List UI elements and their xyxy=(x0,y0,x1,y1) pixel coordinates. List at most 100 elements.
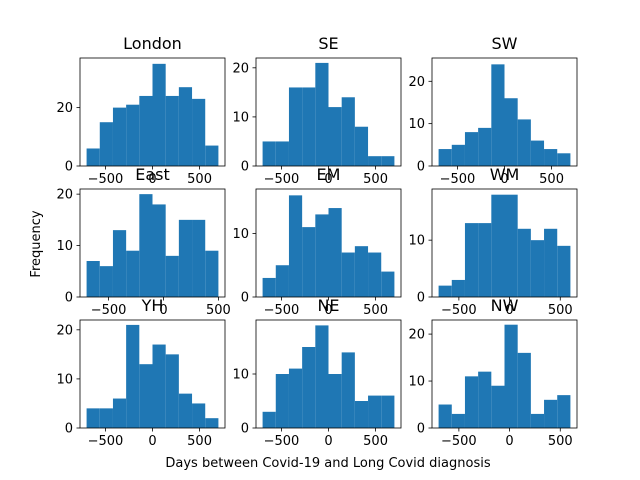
histogram-bar xyxy=(315,325,329,428)
x-tick-label: 0 xyxy=(500,172,508,187)
histogram-bar xyxy=(504,194,518,297)
histogram-bar xyxy=(464,132,479,166)
x-tick-label: 0 xyxy=(148,172,156,187)
x-tick-label: −500 xyxy=(91,303,127,318)
x-tick-label: −500 xyxy=(88,172,124,187)
histogram-bar xyxy=(126,250,140,297)
y-tick-label: 10 xyxy=(232,368,249,383)
subplot-nw: −500 0 500 0 10 20 NW xyxy=(408,296,578,449)
histogram-bar xyxy=(86,148,100,166)
subplot-title: East xyxy=(135,165,170,184)
histogram-bar xyxy=(491,194,505,297)
x-tick-label: 500 xyxy=(187,434,212,449)
histogram-bar xyxy=(557,245,571,297)
x-tick-label: 0 xyxy=(505,434,513,449)
histogram-bar xyxy=(544,399,558,428)
histogram-bar xyxy=(557,395,571,428)
histogram-bar xyxy=(178,87,193,166)
subplot-ne: −500 0 500 0 10 NE xyxy=(232,296,402,449)
subplot-title: SW xyxy=(492,34,518,53)
y-tick-label: 10 xyxy=(408,117,425,132)
histogram-bar xyxy=(302,87,316,166)
histogram-bar xyxy=(491,64,505,166)
histogram-bar xyxy=(491,385,505,428)
histogram-bar xyxy=(288,87,303,166)
x-tick-label: −500 xyxy=(441,434,477,449)
x-tick-label: 0 xyxy=(148,434,156,449)
histogram-bar xyxy=(328,208,342,297)
histogram-bar xyxy=(112,230,127,297)
histogram-bar xyxy=(517,352,531,428)
histogram-bar xyxy=(328,374,342,428)
histogram-bar xyxy=(354,401,369,428)
x-tick-label: 500 xyxy=(548,303,573,318)
x-tick-label: −500 xyxy=(441,303,477,318)
histogram-bar xyxy=(112,398,127,428)
x-tick-label: −500 xyxy=(264,172,300,187)
subplot-panels: −500 0 500 0 20 London −500 0 500 0 10 20 SE −500 0 500… xyxy=(56,34,578,449)
histogram-bar xyxy=(99,266,113,297)
histogram-bar xyxy=(438,285,452,297)
histogram-bar xyxy=(478,371,492,428)
y-tick-label: 20 xyxy=(408,75,425,90)
histogram-bar xyxy=(368,252,382,297)
histogram-bar xyxy=(451,413,465,428)
x-tick-label: 0 xyxy=(324,303,332,318)
histogram-bar xyxy=(126,104,140,166)
figure-x-label: Days between Covid-19 and Long Covid dia… xyxy=(165,456,490,471)
histogram-bar xyxy=(544,228,558,297)
histogram-bar xyxy=(288,195,303,297)
axes-frame xyxy=(431,188,578,298)
subplot-title: NE xyxy=(317,296,339,315)
histogram-bar xyxy=(354,126,369,166)
histogram-bar xyxy=(517,119,531,166)
x-tick-label: 0 xyxy=(324,434,332,449)
figure-y-label: Frequency xyxy=(29,210,44,277)
histogram-bar xyxy=(152,204,166,297)
histogram-bar xyxy=(192,219,206,297)
y-tick-label: 0 xyxy=(241,422,249,437)
y-tick-label: 0 xyxy=(65,422,73,437)
y-tick-label: 0 xyxy=(241,291,249,306)
y-tick-label: 0 xyxy=(65,291,73,306)
y-tick-label: 20 xyxy=(408,328,425,343)
x-tick-label: 500 xyxy=(363,303,388,318)
histogram-bar xyxy=(275,265,289,297)
histogram-bar xyxy=(288,368,303,428)
y-tick-label: 20 xyxy=(232,61,249,76)
histogram-bar xyxy=(192,98,206,166)
subplot-sw: −500 0 500 0 10 20 SW xyxy=(408,34,578,187)
x-tick-label: 0 xyxy=(505,303,513,318)
subplot-yh: −500 0 500 0 10 20 YH xyxy=(56,296,226,449)
x-tick-label: 0 xyxy=(159,303,167,318)
histogram-bar xyxy=(86,261,100,297)
histogram-bar xyxy=(341,352,355,428)
histogram-bar xyxy=(205,418,219,428)
x-tick-label: −500 xyxy=(264,434,300,449)
histogram-bar xyxy=(99,408,113,428)
histogram-bar xyxy=(504,98,518,166)
subplot-se: −500 0 500 0 10 20 SE xyxy=(232,34,402,187)
histogram-bar xyxy=(451,279,465,297)
histogram-bar xyxy=(530,140,545,166)
subplot-london: −500 0 500 0 20 London xyxy=(56,34,226,187)
histogram-bar xyxy=(86,408,100,428)
histogram-bar xyxy=(464,376,479,428)
histogram-bar xyxy=(557,153,571,166)
subplot-em: −500 0 500 0 10 EM xyxy=(232,165,402,318)
histogram-bar xyxy=(165,255,179,297)
histogram-bar xyxy=(368,156,382,166)
y-tick-label: 0 xyxy=(417,422,425,437)
histogram-bar xyxy=(99,122,113,166)
subplot-title: London xyxy=(123,34,182,53)
histogram-bar xyxy=(139,194,153,297)
subplot-title: YH xyxy=(141,296,164,315)
y-tick-label: 0 xyxy=(417,160,425,175)
histogram-bar xyxy=(381,156,395,166)
y-tick-label: 0 xyxy=(417,291,425,306)
histogram-bar xyxy=(178,393,193,428)
histogram-bar xyxy=(302,347,316,428)
x-tick-label: 500 xyxy=(187,172,212,187)
histogram-bar xyxy=(275,141,289,166)
histogram-bar xyxy=(438,149,452,166)
